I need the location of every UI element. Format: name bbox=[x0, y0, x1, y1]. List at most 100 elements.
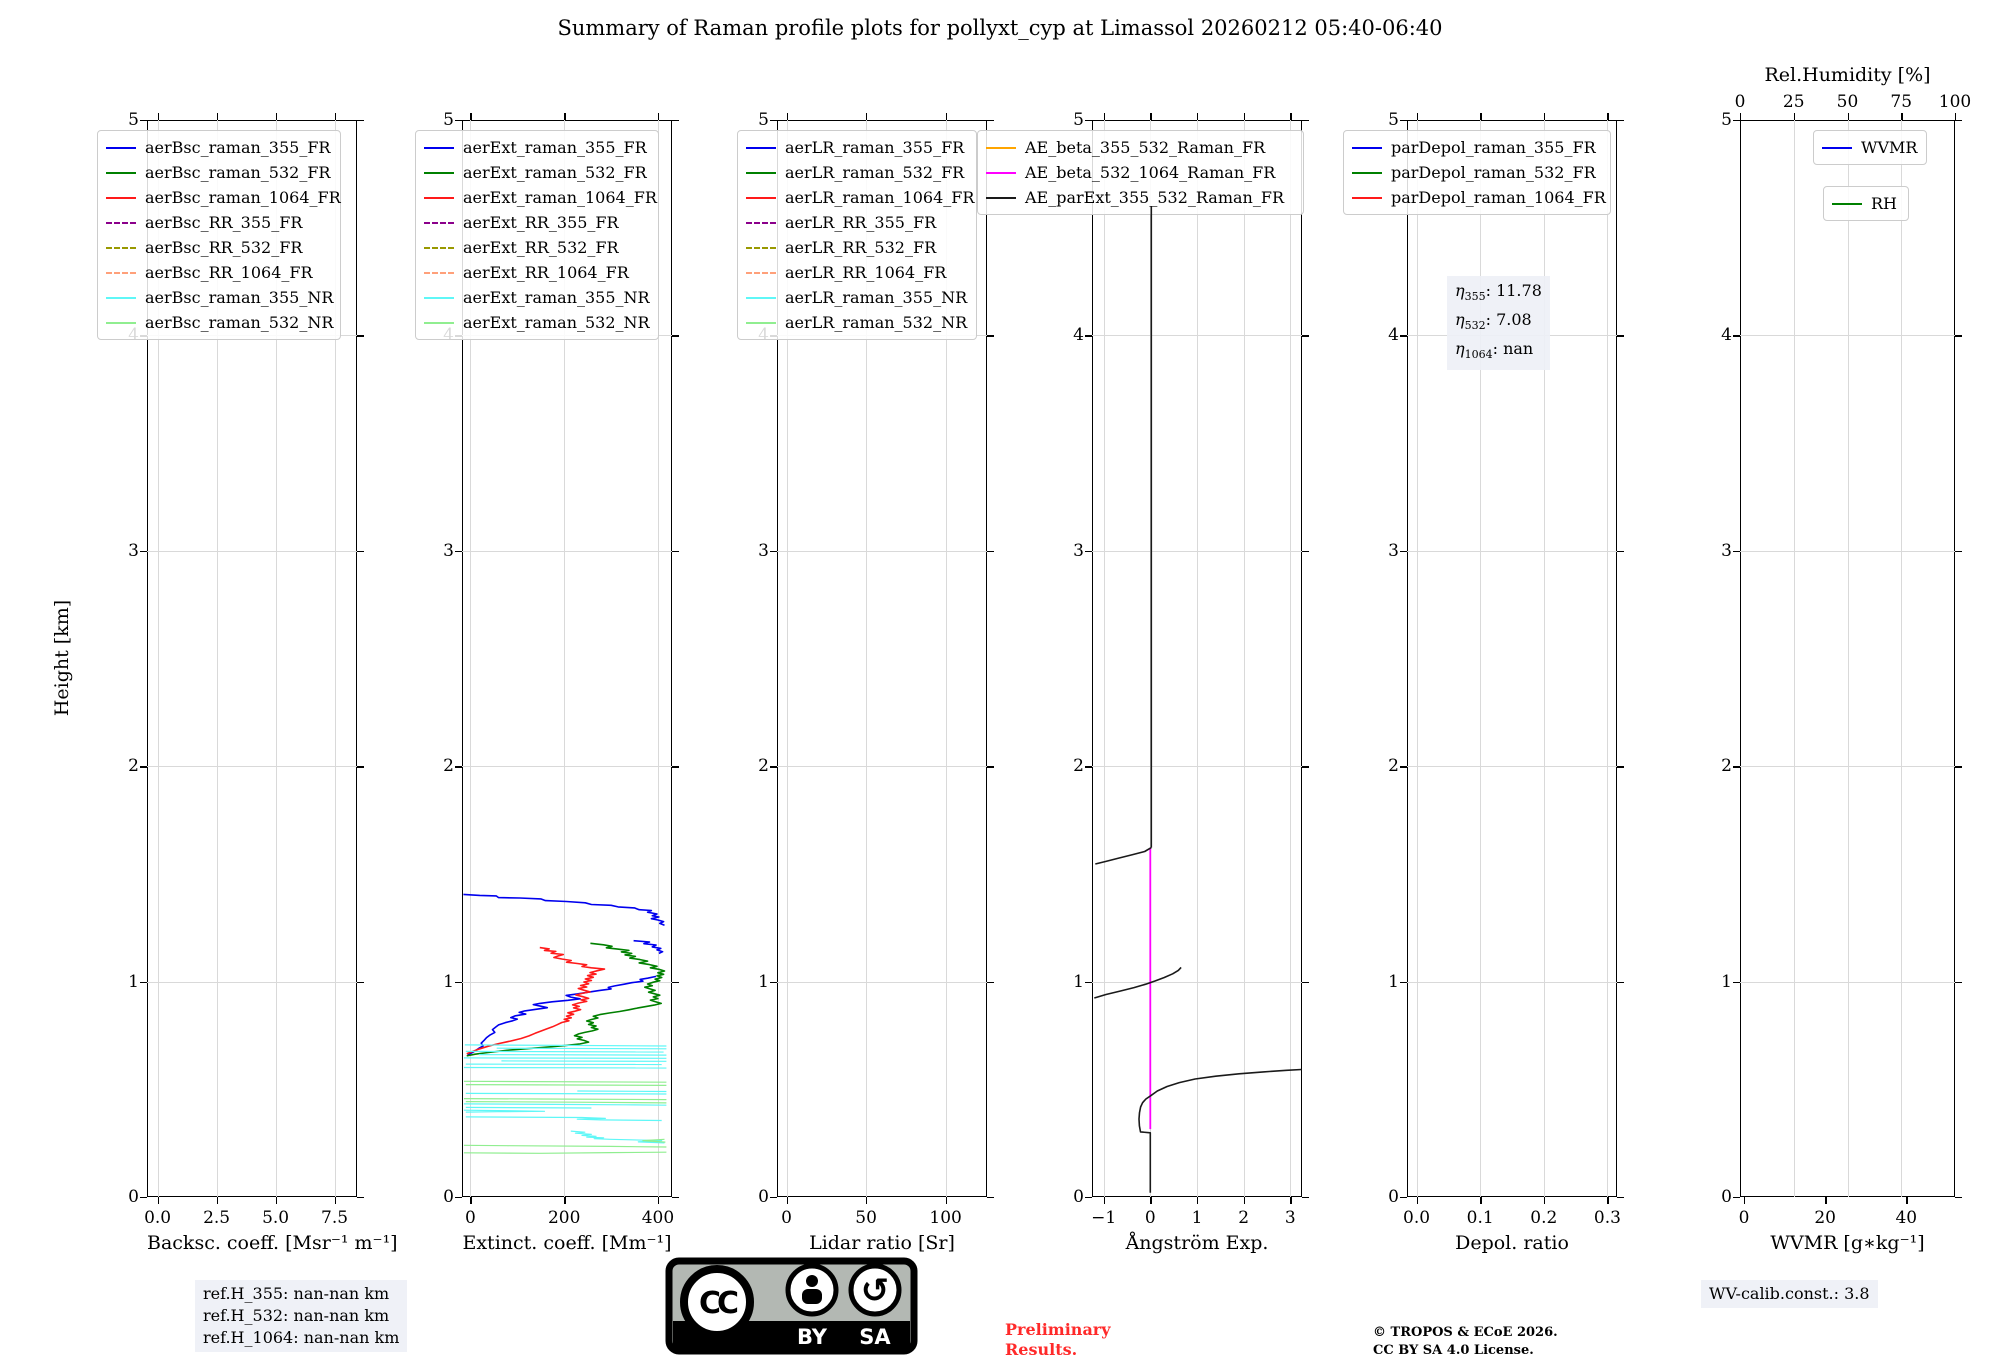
legend-label: aerBsc_raman_532_NR bbox=[145, 313, 334, 332]
x-tick bbox=[157, 1197, 159, 1204]
x-tick-label: 0.0 bbox=[144, 1208, 172, 1228]
series-aerExt_raman_355_NR bbox=[463, 1066, 667, 1069]
legend-label: aerLR_raman_355_FR bbox=[785, 138, 965, 157]
y-tick bbox=[357, 120, 364, 122]
y-tick-label: 2 bbox=[1388, 756, 1399, 777]
top-tick-label: 100 bbox=[1938, 92, 1972, 112]
legend-line-sample bbox=[106, 221, 136, 224]
legend-label: aerLR_RR_355_FR bbox=[785, 213, 937, 232]
series-aerExt_raman_355_NR bbox=[465, 1050, 664, 1053]
legend-line-sample bbox=[106, 271, 136, 274]
x-tick-label: 0 bbox=[1738, 1208, 1750, 1228]
legend-label: AE_beta_355_532_Raman_FR bbox=[1025, 138, 1266, 157]
legend-entry: aerBsc_RR_532_FR bbox=[106, 235, 332, 260]
copyright-note: © TROPOS & ECoE 2026. CC BY SA 4.0 Licen… bbox=[1373, 1325, 1558, 1358]
y-tick bbox=[1400, 120, 1407, 122]
v-gridline bbox=[945, 120, 947, 1197]
y-tick bbox=[140, 766, 147, 768]
x-tick-label: 0.0 bbox=[1403, 1208, 1431, 1228]
series-aerExt_raman_532_NR bbox=[463, 1144, 667, 1148]
x-tick-label: 0.1 bbox=[1466, 1208, 1494, 1228]
y-tick bbox=[987, 550, 994, 553]
x-tick-label: 100 bbox=[929, 1208, 962, 1228]
legend-entry: aerLR_raman_355_FR bbox=[746, 135, 968, 160]
legend-line-sample bbox=[106, 146, 136, 149]
top-tick bbox=[1793, 113, 1796, 120]
v-gridline bbox=[1103, 120, 1105, 1197]
eta-row: η355: 11.78 bbox=[1455, 281, 1542, 304]
sa-label: SA bbox=[859, 1325, 891, 1349]
series-aerExt_raman_532_NR bbox=[463, 1097, 667, 1101]
y-tick-label: 0 bbox=[128, 1187, 139, 1207]
y-tick bbox=[1617, 981, 1624, 983]
x-tick bbox=[1480, 1197, 1482, 1204]
y-tick bbox=[770, 981, 777, 983]
legend-line-sample bbox=[746, 296, 776, 299]
y-tick-label: 4 bbox=[1388, 325, 1399, 346]
y-tick bbox=[140, 120, 147, 122]
legend-label: parDepol_raman_355_FR bbox=[1391, 138, 1596, 157]
y-tick-label: 3 bbox=[443, 540, 454, 561]
top-tick bbox=[1197, 113, 1199, 120]
x-tick-label: 0.2 bbox=[1530, 1208, 1558, 1228]
legend-entry: AE_parExt_355_532_Raman_FR bbox=[986, 185, 1295, 210]
x-tick-label: 0.3 bbox=[1593, 1208, 1621, 1228]
series-aerExt_raman_532_NR bbox=[463, 1080, 667, 1083]
h-gridline bbox=[1407, 766, 1617, 768]
x-tick-label: 3 bbox=[1284, 1208, 1296, 1228]
legend-entry: aerBsc_raman_355_NR bbox=[106, 285, 333, 310]
top-tick bbox=[1290, 113, 1292, 120]
y-tick bbox=[1617, 120, 1624, 122]
y-tick-label: 0 bbox=[1388, 1187, 1399, 1207]
by-label: BY bbox=[797, 1325, 828, 1349]
y-tick bbox=[672, 981, 679, 983]
series-aerExt_raman_355_NR bbox=[496, 1047, 667, 1050]
legend-ae: AE_beta_355_532_Raman_FR AE_beta_532_1064… bbox=[977, 130, 1304, 215]
legend-label: aerBsc_RR_355_FR bbox=[145, 213, 303, 232]
cc-by-sa-badge: CC ↺ BY SA bbox=[665, 1257, 918, 1355]
y-tick bbox=[770, 550, 777, 553]
series-AE_parExt_355_532_Raman_FR bbox=[1138, 1068, 1302, 1193]
legend-label: aerBsc_raman_355_FR bbox=[145, 138, 331, 157]
h-gridline bbox=[1407, 981, 1617, 983]
legend-entry: aerExt_raman_355_NR bbox=[424, 285, 650, 310]
y-tick bbox=[1302, 335, 1309, 337]
y-tick-label: 5 bbox=[1721, 110, 1732, 130]
y-tick-label: 3 bbox=[1721, 540, 1732, 561]
y-tick bbox=[1733, 981, 1740, 983]
y-tick bbox=[1085, 120, 1092, 122]
top-tick bbox=[1955, 113, 1957, 120]
legend-label: aerLR_raman_532_NR bbox=[785, 313, 968, 332]
h-gridline bbox=[462, 766, 672, 768]
v-gridline bbox=[470, 120, 472, 1197]
y-tick-label: 1 bbox=[758, 971, 769, 992]
x-tick bbox=[1197, 1197, 1199, 1204]
x-tick-label: 0 bbox=[465, 1208, 476, 1228]
y-tick bbox=[357, 981, 364, 983]
y-tick bbox=[357, 1197, 364, 1199]
y-tick bbox=[1955, 550, 1962, 553]
x-tick bbox=[1416, 1197, 1418, 1204]
y-tick bbox=[1733, 550, 1740, 553]
y-tick bbox=[357, 766, 364, 768]
x-tick bbox=[866, 1197, 868, 1204]
h-gridline bbox=[147, 550, 357, 552]
y-tick bbox=[140, 1197, 147, 1199]
top-tick bbox=[1150, 113, 1152, 120]
legend-line-sample bbox=[1352, 171, 1382, 174]
y-tick bbox=[1733, 120, 1740, 122]
legend-entry: aerLR_raman_532_NR bbox=[746, 310, 968, 335]
y-tick bbox=[1617, 335, 1624, 337]
top-tick bbox=[945, 113, 948, 120]
figure-title: Summary of Raman profile plots for polly… bbox=[557, 16, 1443, 40]
legend-line-sample bbox=[424, 246, 454, 249]
series-aerExt_raman_355_FR bbox=[467, 975, 657, 1056]
top-tick bbox=[334, 113, 336, 120]
legend-line-sample bbox=[1822, 146, 1852, 149]
legend-entry: aerLR_RR_355_FR bbox=[746, 210, 968, 235]
legend-label: AE_beta_532_1064_Raman_FR bbox=[1025, 163, 1276, 182]
series-aerExt_raman_532_NR bbox=[465, 1100, 667, 1104]
legend-line-sample bbox=[1352, 146, 1382, 149]
legend-entry: aerBsc_raman_532_FR bbox=[106, 160, 332, 185]
